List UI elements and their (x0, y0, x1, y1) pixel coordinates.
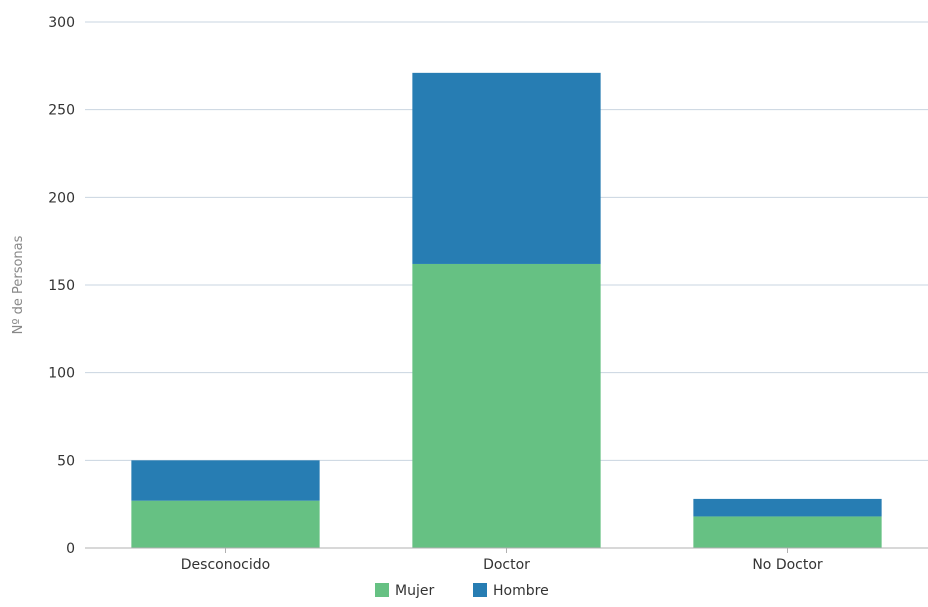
y-tick-labels: 0 50 100 150 200 250 300 (48, 15, 75, 557)
bar-mujer-no-doctor[interactable] (693, 516, 882, 548)
bar-hombre-desconocido[interactable] (131, 460, 320, 501)
legend-swatch (473, 583, 487, 597)
y-tick-label: 250 (48, 103, 75, 119)
y-tick-label: 0 (66, 541, 75, 557)
legend-item-mujer[interactable]: Mujer (375, 583, 434, 599)
legend-label: Mujer (395, 583, 434, 599)
bar-stacks (131, 72, 882, 548)
y-tick-label: 150 (48, 278, 75, 294)
bar-mujer-desconocido[interactable] (131, 500, 320, 548)
x-tick-label: No Doctor (752, 557, 823, 573)
bar-hombre-no-doctor[interactable] (693, 498, 882, 517)
legend-label: Hombre (493, 583, 549, 599)
bar-mujer-doctor[interactable] (412, 263, 601, 548)
legend[interactable]: Mujer Hombre (375, 583, 549, 599)
legend-swatch (375, 583, 389, 597)
y-tick-label: 50 (57, 453, 75, 469)
y-axis-title: Nº de Personas (11, 235, 26, 334)
y-tick-label: 100 (48, 366, 75, 382)
x-tick-labels: Desconocido Doctor No Doctor (181, 548, 823, 573)
legend-item-hombre[interactable]: Hombre (473, 583, 549, 599)
bar-hombre-doctor[interactable] (412, 72, 601, 264)
x-tick-label: Desconocido (181, 557, 270, 573)
y-tick-label: 300 (48, 15, 75, 31)
x-tick-label: Doctor (483, 557, 530, 573)
y-tick-label: 200 (48, 190, 75, 206)
